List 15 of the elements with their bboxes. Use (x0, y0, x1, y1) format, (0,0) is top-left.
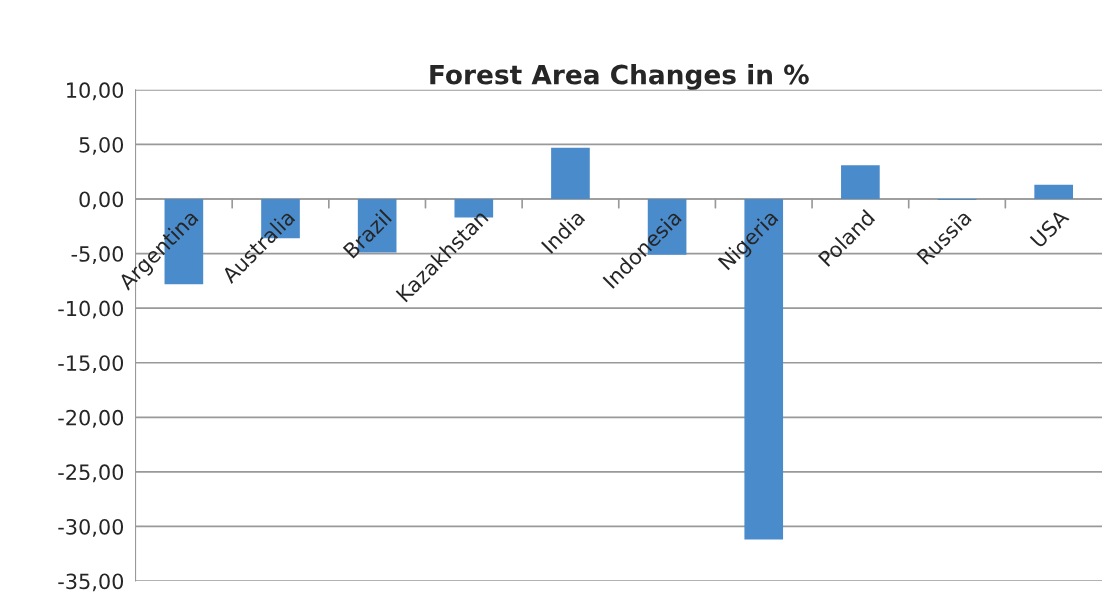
bar (551, 147, 590, 199)
y-tick-label: 0,00 (79, 191, 124, 210)
y-tick-label: -10,00 (58, 300, 124, 319)
x-tick-label: USA (1029, 208, 1070, 249)
y-tick-label: 5,00 (79, 136, 124, 155)
bar (1034, 184, 1074, 199)
y-tick-label: -20,00 (58, 409, 124, 428)
y-tick-label: -25,00 (58, 464, 124, 483)
y-tick-label: -5,00 (71, 246, 124, 264)
y-tick-label: -15,00 (58, 355, 124, 374)
y-tick-label: 10,00 (67, 82, 124, 101)
chart-title: Forest Area Changes in % (430, 64, 809, 90)
y-tick-label: -35,00 (58, 573, 124, 592)
bar (841, 165, 880, 199)
y-tick-label: -30,00 (58, 518, 124, 537)
